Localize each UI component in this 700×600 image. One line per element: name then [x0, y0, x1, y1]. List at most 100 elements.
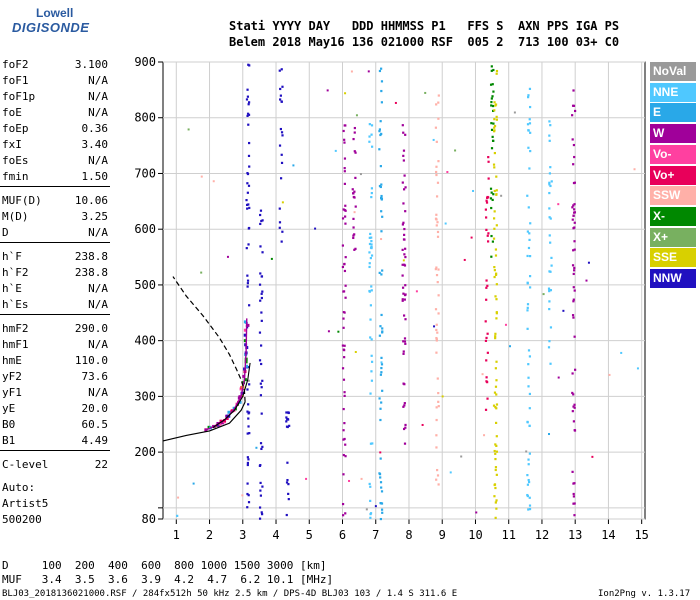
echo-point-nnw — [246, 482, 249, 485]
echo-point-sse — [495, 507, 498, 510]
echo-point-x — [492, 90, 495, 93]
echo-point-ssw — [436, 181, 440, 184]
echo-point-w — [573, 240, 576, 243]
echo-point-ssw — [435, 173, 438, 177]
param-name: h`F — [2, 250, 22, 263]
echo-point-sse — [494, 385, 498, 388]
f2-trace-point — [243, 339, 247, 343]
echo-point-nne — [368, 135, 371, 138]
echo-point-e — [378, 184, 382, 188]
param-name: hmE — [2, 354, 22, 367]
echo-point-nne — [549, 184, 552, 188]
param-row-yf1: yF1 N/A — [0, 386, 110, 402]
echo-point-sse — [494, 273, 498, 276]
echo-point-nnw — [246, 114, 249, 118]
echo-point-x — [490, 122, 493, 125]
echo-point-w — [404, 247, 407, 250]
echo-point-nne — [548, 191, 551, 195]
echo-point-w — [573, 406, 576, 409]
echo-point-w — [343, 391, 346, 394]
echo-point-nnw — [258, 506, 262, 509]
echo-point-nnw — [280, 131, 284, 134]
param-value: N/A — [88, 386, 108, 399]
echo-point-vo — [485, 359, 488, 362]
echo-point-e — [380, 67, 383, 70]
echo-point-nne — [526, 306, 529, 309]
echo-point-nnw — [260, 219, 263, 223]
param-name: yE — [2, 402, 16, 415]
echo-point-nnw — [281, 230, 284, 233]
echo-point-w — [342, 438, 345, 441]
echo-point-nnw — [287, 418, 290, 421]
param-separator — [0, 314, 110, 315]
noise-point — [394, 101, 397, 104]
echo-point-w — [352, 217, 355, 220]
echo-point-ssw — [436, 235, 440, 238]
echo-point-w — [571, 372, 574, 375]
noise-point — [187, 128, 190, 131]
echo-point-sse — [494, 486, 497, 490]
param-row-h-f2: h`F2 238.8 — [0, 266, 110, 282]
noise-point — [463, 258, 466, 261]
echo-point-nnw — [248, 432, 251, 435]
echo-point-x — [492, 122, 495, 125]
echo-point-w — [573, 403, 576, 406]
echo-point-w — [344, 296, 347, 299]
echo-point-nne — [370, 246, 373, 250]
logo-lowell: Lowell — [36, 6, 74, 20]
echo-point-nnw — [247, 425, 250, 428]
echo-point-e — [378, 69, 382, 73]
echo-point-nne — [526, 254, 529, 258]
echo-point-nnw — [245, 198, 248, 202]
echo-point-w — [402, 382, 405, 385]
echo-point-nne — [528, 122, 532, 125]
echo-point-nnw — [261, 485, 264, 488]
echo-point-w — [342, 378, 346, 381]
echo-point-nne — [526, 194, 529, 197]
param-row-fof1p: foF1p N/A — [0, 90, 110, 106]
echo-point-x — [489, 83, 493, 86]
f2-trace-point — [242, 374, 246, 378]
echo-point-w — [403, 340, 407, 343]
x-tick-label: 9 — [439, 528, 446, 542]
echo-point-nne — [528, 87, 532, 90]
echo-point-x — [491, 83, 494, 86]
echo-point-w — [403, 264, 407, 267]
echo-point-ssw — [434, 217, 438, 220]
echo-point-sse — [494, 516, 497, 519]
x-tick-label: 4 — [272, 528, 279, 542]
echo-point-w — [572, 482, 575, 485]
param-name: foF2 — [2, 58, 29, 71]
echo-point-e — [379, 373, 383, 376]
echo-point-ssw — [436, 474, 440, 477]
param-row-fof1: foF1 N/A — [0, 74, 110, 90]
program-version: Ion2Png v. 1.3.17 — [598, 589, 691, 599]
echo-point-ssw — [437, 101, 440, 104]
echo-point-vo — [485, 199, 488, 202]
echo-point-sse — [493, 189, 496, 193]
echo-point-nnw — [246, 95, 250, 98]
echo-point-x — [489, 197, 493, 200]
echo-point-w — [403, 238, 406, 241]
echo-point-x — [489, 187, 493, 190]
echo-point-nnw — [286, 478, 289, 482]
echo-point-x — [492, 193, 495, 196]
param-value: 110.0 — [74, 354, 108, 367]
echo-point-x — [491, 135, 494, 138]
noise-point — [481, 373, 484, 376]
param-name: D — [2, 226, 9, 239]
echo-point-nne — [528, 392, 531, 396]
echo-point-x — [490, 97, 493, 100]
echo-point-sse — [492, 237, 496, 240]
echo-point-e — [378, 128, 382, 131]
f2-trace-point — [243, 320, 247, 324]
echo-point-nne — [526, 123, 530, 126]
echo-point-nne — [528, 507, 532, 511]
echo-point-w — [403, 442, 407, 445]
noise-point — [402, 259, 405, 262]
legend-nne: NNE — [650, 82, 696, 102]
echo-point-e — [378, 271, 381, 274]
echo-point-e — [379, 325, 382, 328]
echo-point-ssw — [435, 339, 438, 342]
echo-point-w — [344, 222, 347, 225]
